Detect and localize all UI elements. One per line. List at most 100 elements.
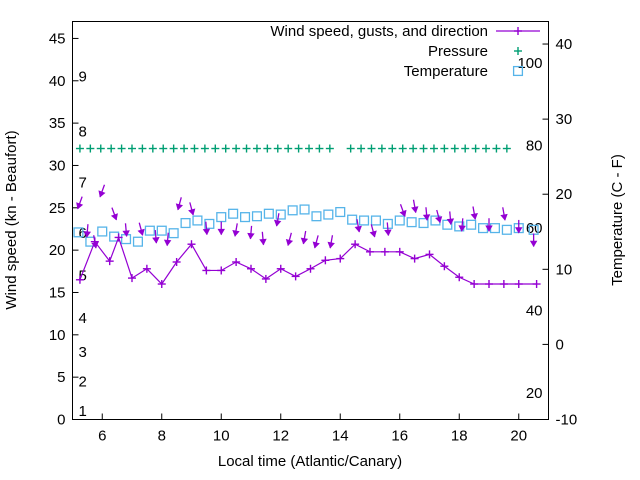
beaufort-label: 1 bbox=[79, 403, 87, 420]
y2-axis-ticks: -10 0 10 20 30 40 bbox=[542, 36, 578, 429]
beaufort-label: 2 bbox=[79, 373, 87, 390]
wind-direction-arrow bbox=[175, 197, 183, 211]
wind-direction-arrow bbox=[458, 218, 466, 232]
data-point-marker bbox=[406, 217, 417, 228]
wind-direction-arrow bbox=[76, 196, 84, 210]
wind-direction-arrow bbox=[202, 221, 211, 236]
y-tick-label: 5 bbox=[57, 369, 65, 386]
wind-direction-arrow bbox=[137, 222, 145, 236]
y-tick-label: 35 bbox=[49, 115, 66, 132]
x-axis-ticks: 6 8 10 12 14 16 18 20 bbox=[98, 413, 527, 445]
y2-tick-label: 20 bbox=[556, 186, 573, 203]
wind-direction-arrow bbox=[259, 231, 267, 246]
data-point-marker bbox=[204, 218, 215, 229]
data-point-marker bbox=[287, 205, 298, 216]
beaufort-label: 5 bbox=[79, 268, 87, 285]
wind-direction-arrow bbox=[247, 225, 255, 240]
wind-direction-arrow bbox=[98, 184, 106, 198]
wind-direction-arrow bbox=[285, 232, 294, 246]
data-point-marker bbox=[501, 224, 512, 235]
fahrenheit-label: 100 bbox=[517, 55, 542, 72]
data-point-marker bbox=[347, 214, 358, 225]
wind-direction-arrow bbox=[422, 207, 431, 221]
data-point-marker bbox=[168, 228, 179, 239]
data-point-marker bbox=[299, 204, 310, 215]
y2-tick-label: 40 bbox=[556, 36, 573, 53]
wind-direction-arrow bbox=[435, 209, 443, 224]
data-point-marker bbox=[335, 206, 346, 218]
data-point-marker bbox=[216, 212, 227, 223]
wind-direction-arrow bbox=[470, 206, 478, 220]
legend-entry: Pressure bbox=[428, 43, 522, 60]
series-temperature bbox=[73, 204, 539, 247]
wind-direction-arrow bbox=[411, 199, 419, 214]
wind-direction-arrow bbox=[188, 202, 196, 216]
wind-direction-arrow bbox=[500, 207, 508, 221]
data-point-marker bbox=[144, 225, 155, 236]
y2-tick-label: 10 bbox=[556, 261, 573, 278]
y-axis-ticks: 0 5 10 15 20 25 30 35 40 45 bbox=[49, 30, 79, 429]
x-tick-label: 12 bbox=[272, 428, 289, 445]
legend-label: Wind speed, gusts, and direction bbox=[270, 23, 488, 40]
wind-direction-arrow bbox=[312, 235, 320, 249]
chart-legend: Wind speed, gusts, and direction Pressure… bbox=[270, 23, 540, 80]
wind-direction-arrow bbox=[384, 222, 392, 237]
data-point-marker bbox=[442, 219, 453, 230]
beaufort-label: 7 bbox=[79, 174, 87, 191]
legend-label: Pressure bbox=[428, 43, 488, 60]
y-axis-title: Wind speed (kn - Beaufort) bbox=[3, 130, 20, 309]
wind-direction-arrow bbox=[446, 211, 455, 226]
y2-tick-label: -10 bbox=[556, 412, 578, 429]
beaufort-label: 3 bbox=[79, 344, 87, 361]
wind-direction-arrow bbox=[83, 224, 92, 238]
wind-direction-arrow bbox=[232, 223, 240, 237]
fahrenheit-label: 80 bbox=[526, 137, 543, 154]
y-tick-label: 20 bbox=[49, 242, 66, 259]
y-tick-label: 15 bbox=[49, 284, 66, 301]
x-axis-title: Local time (Atlantic/Canary) bbox=[218, 453, 402, 470]
x-tick-label: 14 bbox=[332, 428, 349, 445]
data-point-marker bbox=[323, 209, 334, 220]
data-point-marker bbox=[97, 226, 108, 237]
data-point-marker bbox=[418, 217, 429, 229]
wind-direction-arrow bbox=[515, 219, 523, 234]
wind-speed-line bbox=[79, 235, 537, 285]
y-tick-label: 30 bbox=[49, 157, 66, 174]
wind-direction-arrow bbox=[217, 221, 225, 236]
wind-direction-arrow bbox=[327, 235, 335, 249]
data-point-marker bbox=[263, 208, 274, 219]
data-point-marker bbox=[192, 215, 203, 226]
wind-direction-arrow bbox=[354, 219, 362, 233]
data-point-marker bbox=[180, 217, 191, 229]
x-tick-label: 20 bbox=[510, 428, 527, 445]
data-point-marker bbox=[466, 219, 477, 230]
y-tick-label: 45 bbox=[49, 30, 66, 47]
legend-label: Temperature bbox=[404, 63, 488, 80]
series-wind-direction-arrows bbox=[76, 184, 538, 249]
wind-direction-arrow bbox=[369, 224, 377, 238]
wind-direction-arrow bbox=[122, 223, 130, 237]
data-point-marker bbox=[251, 211, 263, 222]
data-point-marker bbox=[358, 215, 370, 226]
fahrenheit-label: 40 bbox=[526, 303, 543, 320]
fahrenheit-label: 20 bbox=[526, 385, 543, 402]
wind-direction-arrow bbox=[163, 232, 172, 247]
y2-tick-label: 30 bbox=[556, 111, 573, 128]
data-point-marker bbox=[228, 208, 239, 219]
wind-direction-arrow bbox=[300, 230, 309, 245]
y-tick-label: 10 bbox=[49, 327, 66, 344]
y2-tick-label: 0 bbox=[556, 336, 564, 353]
data-point-marker bbox=[156, 225, 167, 236]
wind-direction-arrow bbox=[152, 230, 160, 244]
y-tick-label: 40 bbox=[49, 73, 66, 90]
data-point-marker bbox=[275, 209, 286, 220]
x-tick-label: 10 bbox=[213, 428, 230, 445]
legend-entry: Wind speed, gusts, and direction bbox=[270, 23, 540, 40]
data-point-marker bbox=[370, 215, 381, 226]
x-tick-label: 8 bbox=[158, 428, 166, 445]
data-point-marker bbox=[132, 236, 144, 247]
wind-direction-arrow bbox=[273, 213, 282, 227]
beaufort-label: 8 bbox=[79, 124, 87, 141]
